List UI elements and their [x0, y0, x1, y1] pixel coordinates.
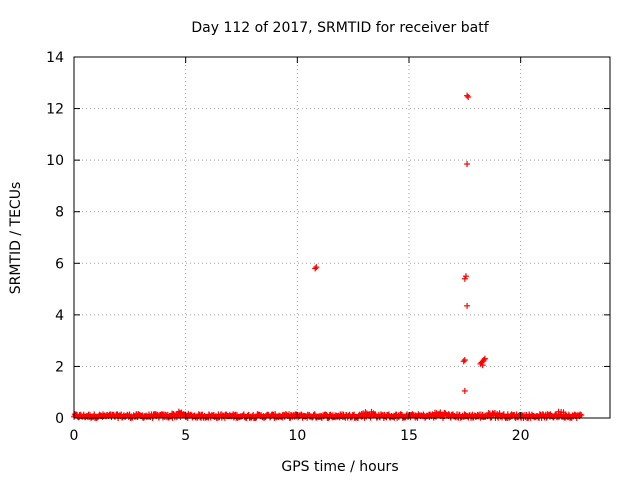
data-points: [312, 92, 488, 394]
data-point: [465, 93, 472, 100]
y-axis-title: SRMTID / TECUs: [8, 182, 24, 295]
x-tick-label: 5: [181, 428, 190, 444]
x-axis-title: GPS time / hours: [281, 459, 398, 475]
data-point: [479, 362, 486, 369]
y-tick-label: 6: [55, 256, 64, 272]
baseline-band: [71, 408, 585, 421]
plot-frame: [73, 56, 611, 419]
y-tick-labels: 0 2 4 6 8 10 12 14: [46, 50, 64, 427]
data-point: [464, 302, 471, 309]
data-point: [461, 387, 468, 394]
y-tick-label: 2: [55, 359, 64, 375]
x-tick-label: 0: [70, 428, 79, 444]
x-tick-label: 10: [288, 428, 306, 444]
data-point: [488, 414, 495, 421]
data-point: [480, 356, 487, 363]
data-point: [462, 273, 469, 280]
x-tick-label: 15: [400, 428, 418, 444]
data-point: [481, 355, 488, 362]
grid-lines: [74, 57, 610, 418]
data-point: [578, 412, 585, 419]
data-point: [409, 411, 416, 418]
data-point: [464, 92, 471, 99]
x-tick-labels: 0 5 10 15 20: [70, 428, 530, 444]
data-point: [460, 358, 467, 365]
data-point: [313, 264, 320, 271]
x-tick-label: 20: [512, 428, 530, 444]
axis-ticks: [73, 56, 610, 419]
y-tick-label: 8: [55, 205, 64, 221]
data-point: [461, 356, 468, 363]
y-tick-label: 10: [46, 153, 64, 169]
data-point: [464, 161, 471, 168]
y-tick-label: 4: [55, 308, 64, 324]
chart-title: Day 112 of 2017, SRMTID for receiver bat…: [191, 20, 489, 36]
data-point: [312, 265, 319, 272]
y-tick-label: 14: [46, 50, 64, 66]
y-tick-label: 0: [55, 411, 64, 427]
y-tick-label: 12: [46, 102, 64, 118]
